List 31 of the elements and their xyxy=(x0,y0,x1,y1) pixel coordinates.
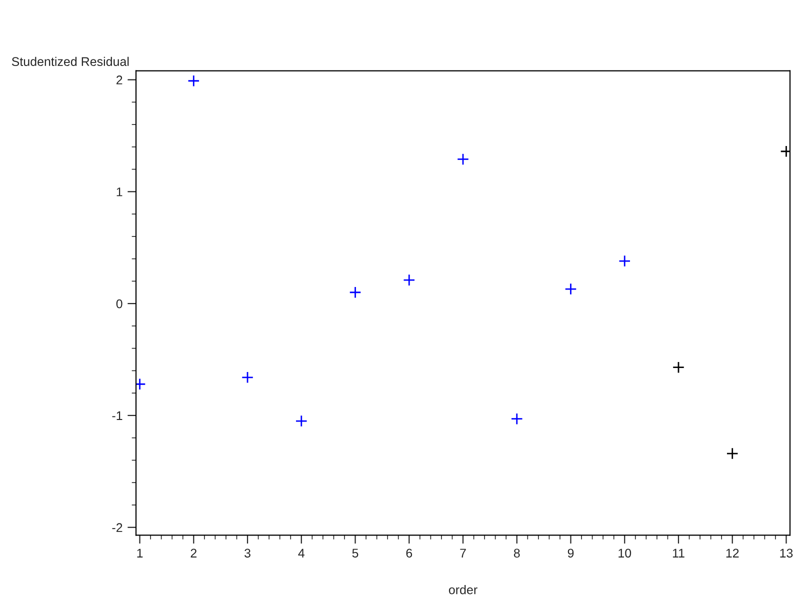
x-tick-label: 5 xyxy=(352,548,358,558)
x-tick-label: 4 xyxy=(298,548,304,558)
x-axis-title: order xyxy=(448,585,478,594)
x-tick-label: 2 xyxy=(190,548,196,558)
point xyxy=(456,153,470,166)
y-tick-label: 0 xyxy=(116,299,122,308)
x-tick-label: 10 xyxy=(618,548,632,558)
point xyxy=(188,74,200,87)
point xyxy=(295,414,308,428)
point xyxy=(349,286,362,298)
point xyxy=(403,274,416,286)
y-tick-label: 1 xyxy=(116,188,122,196)
point xyxy=(618,254,631,268)
x-tick-label: 7 xyxy=(460,548,466,558)
x-tick-label: 12 xyxy=(726,548,739,558)
x-tick-label: 3 xyxy=(244,548,250,558)
y-axis-title: Studentized Residual xyxy=(12,56,129,66)
point xyxy=(726,447,738,460)
x-tick-label: 8 xyxy=(514,548,520,558)
x-tick-label: 13 xyxy=(780,548,793,558)
x-tick-label: 11 xyxy=(672,548,684,558)
point xyxy=(672,361,685,374)
y-tick-label: 2 xyxy=(116,76,122,84)
point xyxy=(241,371,254,384)
point xyxy=(510,412,523,425)
y-tick-label: -2 xyxy=(112,523,122,532)
point xyxy=(564,282,577,296)
x-tick-label: 1 xyxy=(137,548,143,558)
x-tick-label: 9 xyxy=(568,548,574,558)
y-tick-label: -1 xyxy=(112,411,122,420)
x-tick-label: 6 xyxy=(406,548,412,558)
